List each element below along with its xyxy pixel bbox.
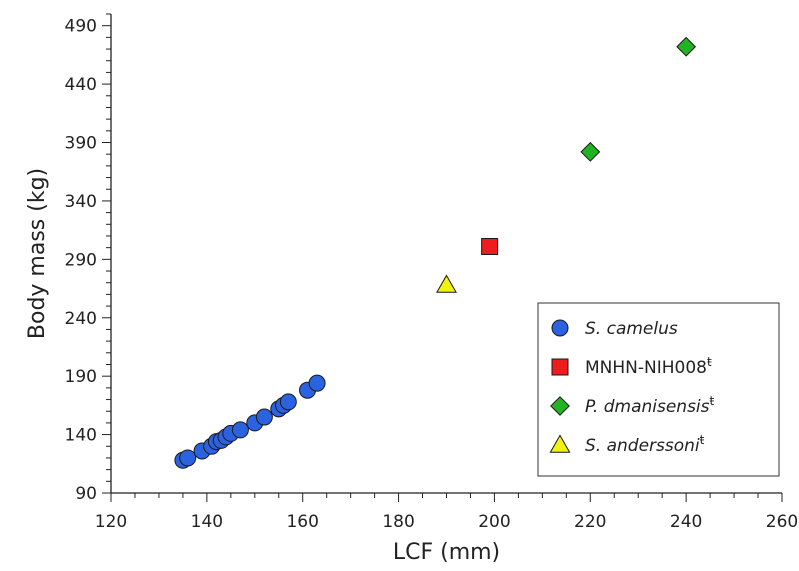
legend-label-2: P. dmanisensisŧ: [585, 394, 715, 417]
legend-marker-0: [551, 319, 569, 337]
x-axis-title: LCF (mm): [393, 540, 500, 565]
x-tick-label: 200: [478, 512, 510, 532]
y-tick-label: 390: [65, 134, 97, 154]
y-tick-label: 90: [75, 484, 97, 504]
data-point-s0-p1: [179, 449, 197, 467]
data-point-s0-p15: [308, 374, 326, 392]
data-points: [174, 36, 697, 469]
legend-label-suffix: ŧ: [700, 433, 705, 447]
y-tick-label: 490: [65, 17, 97, 37]
y-tick-label: 440: [65, 75, 97, 95]
legend-label-3: S. anderssoniŧ: [585, 433, 705, 456]
legend: S. camelus MNHN-NIH008ŧ P. dmanisensisŧ S. …: [537, 302, 780, 477]
y-tick-label: 240: [65, 309, 97, 329]
data-point-s3-p0: [436, 274, 457, 293]
data-point-s2-p1: [676, 36, 697, 57]
y-tick-label: 340: [65, 192, 97, 212]
y-tick-label: 140: [65, 426, 97, 446]
data-point-s0-p13: [279, 393, 297, 411]
x-tick-label: 220: [574, 512, 606, 532]
ticks: 120 140 160 180 200 220 240 260 90 140 190 240 290 34…: [65, 13, 798, 532]
y-axis-title: Body mass (kg): [25, 168, 50, 339]
x-tick-label: 140: [191, 512, 223, 532]
legend-label-suffix: ŧ: [707, 355, 712, 369]
legend-marker-2: [550, 396, 570, 416]
y-tick-label: 190: [65, 367, 97, 387]
x-tick-label: 160: [286, 512, 318, 532]
y-tick-label: 290: [65, 250, 97, 270]
x-tick-label: 120: [95, 512, 127, 532]
data-point-s0-p8: [231, 421, 249, 439]
data-point-s1-p0: [481, 237, 499, 255]
legend-marker-3: [549, 434, 571, 453]
x-tick-label: 260: [766, 512, 798, 532]
legend-label-1: MNHN-NIH008ŧ: [585, 355, 712, 378]
legend-label-suffix: ŧ: [710, 394, 715, 408]
data-point-s0-p10: [255, 408, 273, 426]
legend-box: [537, 302, 780, 477]
data-point-s2-p0: [580, 141, 601, 162]
x-tick-label: 240: [670, 512, 702, 532]
legend-marker-1: [551, 358, 569, 376]
x-tick-label: 180: [382, 512, 414, 532]
legend-label-0: S. camelus: [585, 319, 678, 339]
